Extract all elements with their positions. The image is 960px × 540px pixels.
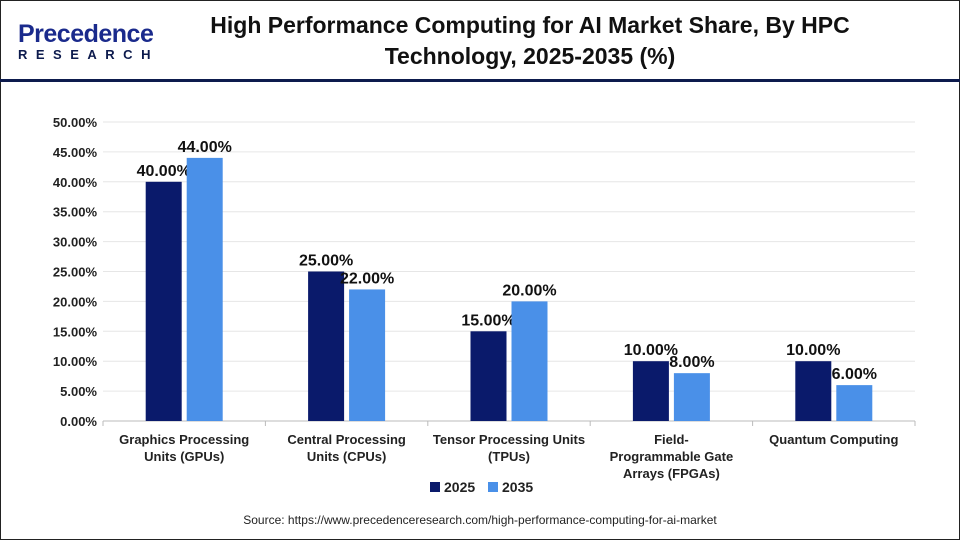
x-tick-label: Arrays (FPGAs) (623, 466, 720, 481)
bar-2035 (836, 385, 873, 421)
y-tick-label: 50.00% (53, 115, 98, 130)
data-label: 10.00% (624, 342, 678, 359)
y-tick-label: 40.00% (53, 175, 98, 190)
data-label: 15.00% (461, 312, 515, 329)
bar-2035 (673, 373, 710, 421)
x-tick-label: Graphics Processing (119, 432, 249, 447)
y-tick-label: 0.00% (60, 414, 97, 429)
bar-2035 (186, 157, 223, 421)
y-tick-label: 5.00% (60, 384, 97, 399)
data-label: 6.00% (832, 366, 877, 383)
legend-swatch (488, 482, 498, 492)
y-tick-label: 25.00% (53, 265, 98, 280)
logo: Precedence RESEARCH (18, 20, 158, 62)
data-label: 20.00% (502, 282, 556, 299)
y-tick-label: 15.00% (53, 324, 98, 339)
chart-title: High Performance Computing for AI Market… (210, 12, 850, 69)
bar-2025 (145, 181, 182, 421)
legend-label: 2025 (444, 479, 475, 495)
x-tick-label: Programmable Gate (610, 449, 734, 464)
x-tick-label: Tensor Processing Units (433, 432, 585, 447)
y-tick-label: 35.00% (53, 205, 98, 220)
y-tick-label: 30.00% (53, 235, 98, 250)
bar-2035 (349, 289, 386, 421)
logo-subtitle: RESEARCH (18, 47, 159, 62)
data-label: 22.00% (340, 270, 394, 287)
y-tick-label: 45.00% (53, 145, 98, 160)
x-tick-label: Units (CPUs) (307, 449, 386, 464)
legend-label: 2035 (502, 479, 533, 495)
x-tick-label: Central Processing (287, 432, 406, 447)
x-tick-label: Quantum Computing (769, 432, 898, 447)
data-label: 40.00% (137, 163, 191, 180)
bar-2025 (308, 271, 345, 421)
legend-swatch (430, 482, 440, 492)
y-tick-label: 20.00% (53, 294, 98, 309)
x-tick-label: Units (GPUs) (144, 449, 224, 464)
data-label: 10.00% (786, 342, 840, 359)
bar-2025 (470, 331, 507, 421)
source-text: Source: https://www.precedenceresearch.c… (243, 513, 717, 527)
x-tick-label: (TPUs) (488, 449, 530, 464)
data-label: 44.00% (178, 139, 232, 156)
bar-2025 (632, 361, 669, 421)
data-label: 25.00% (299, 253, 353, 270)
header-divider (0, 79, 960, 82)
bar-2025 (795, 361, 832, 421)
bar-2035 (511, 301, 548, 421)
logo-wordmark: Precedence (18, 20, 154, 48)
y-tick-label: 10.00% (53, 354, 98, 369)
data-label: 8.00% (669, 354, 714, 371)
x-tick-label: Field- (654, 432, 689, 447)
